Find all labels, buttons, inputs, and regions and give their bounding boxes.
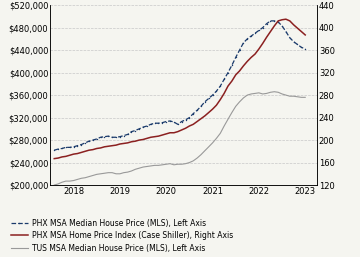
Legend: PHX MSA Median House Price (MLS), Left Axis, PHX MSA Home Price Index (Case Shil: PHX MSA Median House Price (MLS), Left A… [11, 218, 233, 253]
PHX MSA Median House Price (MLS), Left Axis [249, 34, 253, 38]
PHX MSA Median House Price (MLS), Left Axis [129, 130, 134, 133]
PHX MSA Home Price Index (Case Shiller), Right Axis [160, 133, 165, 136]
TUS MSA Median House Price (MLS), Left Axis [129, 169, 134, 172]
PHX MSA Home Price Index (Case Shiller), Right Axis [249, 56, 253, 59]
Line: PHX MSA Median House Price (MLS), Left Axis: PHX MSA Median House Price (MLS), Left A… [53, 20, 307, 152]
PHX MSA Median House Price (MLS), Left Axis [114, 136, 118, 139]
TUS MSA Median House Price (MLS), Left Axis [249, 93, 253, 96]
TUS MSA Median House Price (MLS), Left Axis [272, 90, 276, 93]
Line: PHX MSA Home Price Index (Case Shiller), Right Axis: PHX MSA Home Price Index (Case Shiller),… [54, 19, 305, 159]
PHX MSA Home Price Index (Case Shiller), Right Axis [284, 18, 288, 21]
TUS MSA Median House Price (MLS), Left Axis [52, 183, 57, 187]
PHX MSA Median House Price (MLS), Left Axis [303, 48, 307, 51]
PHX MSA Median House Price (MLS), Left Axis [71, 145, 76, 148]
TUS MSA Median House Price (MLS), Left Axis [160, 163, 165, 166]
TUS MSA Median House Price (MLS), Left Axis [71, 179, 76, 182]
PHX MSA Home Price Index (Case Shiller), Right Axis [288, 19, 292, 22]
PHX MSA Home Price Index (Case Shiller), Right Axis [114, 144, 118, 147]
PHX MSA Home Price Index (Case Shiller), Right Axis [71, 153, 76, 156]
TUS MSA Median House Price (MLS), Left Axis [303, 96, 307, 99]
PHX MSA Median House Price (MLS), Left Axis [160, 121, 165, 124]
PHX MSA Home Price Index (Case Shiller), Right Axis [129, 140, 134, 143]
TUS MSA Median House Price (MLS), Left Axis [114, 172, 118, 175]
PHX MSA Median House Price (MLS), Left Axis [52, 149, 57, 152]
Line: TUS MSA Median House Price (MLS), Left Axis: TUS MSA Median House Price (MLS), Left A… [54, 92, 305, 185]
PHX MSA Median House Price (MLS), Left Axis [288, 36, 292, 39]
PHX MSA Median House Price (MLS), Left Axis [268, 19, 273, 22]
PHX MSA Home Price Index (Case Shiller), Right Axis [52, 157, 57, 160]
PHX MSA Home Price Index (Case Shiller), Right Axis [303, 33, 307, 36]
TUS MSA Median House Price (MLS), Left Axis [288, 95, 292, 98]
